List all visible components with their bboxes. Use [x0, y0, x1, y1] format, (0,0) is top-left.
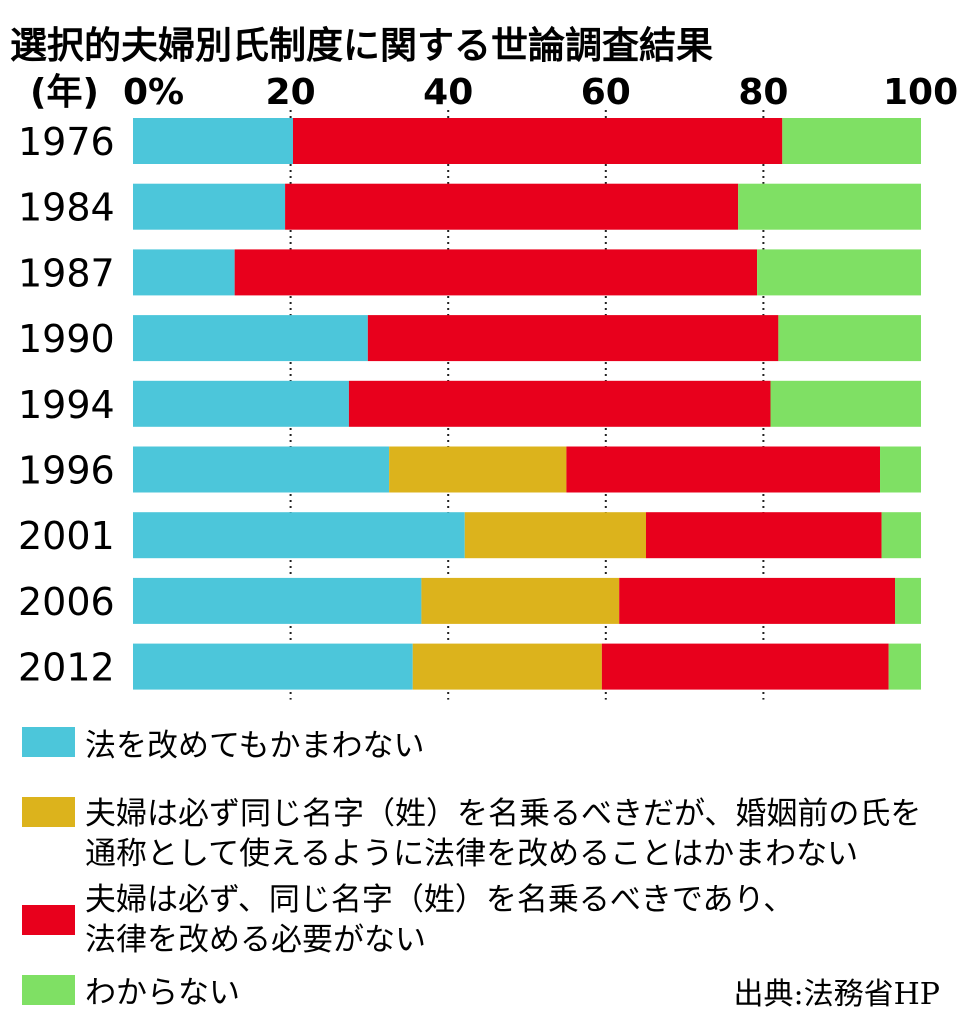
y-axis-label: (年): [30, 72, 99, 113]
legend-label-2: 夫婦は必ず、同じ名字（姓）を名乗るべきであり、: [85, 882, 794, 918]
legend-label-1: 夫婦は必ず同じ名字（姓）を名乗るべきだが、婚姻前の氏を: [85, 796, 921, 832]
bar-1984-series-3: [738, 183, 921, 230]
year-label: 2001: [18, 514, 115, 558]
bar-1996-series-3: [880, 446, 921, 493]
x-tick-label: 40: [423, 72, 473, 113]
legend-swatch-0: [22, 727, 75, 757]
bar-2001-series-3: [881, 512, 921, 559]
bar-2012-series-0: [133, 643, 413, 690]
bar-1996-series-2: [566, 446, 881, 493]
legend-label-0: 法を改めてもかまわない: [85, 728, 424, 764]
bar-1987-series-0: [133, 249, 235, 296]
year-label: 1990: [18, 317, 115, 361]
year-label: 1994: [18, 383, 115, 427]
bar-2006-series-1: [421, 577, 620, 624]
bar-2012-series-2: [601, 643, 889, 690]
legend-swatch-3: [22, 975, 75, 1005]
bar-2006-series-0: [133, 577, 422, 624]
legend-swatch-2: [22, 905, 75, 935]
bar-1996-series-1: [389, 446, 567, 493]
year-label: 1987: [18, 251, 115, 295]
x-tick-label: 60: [581, 72, 631, 113]
x-tick-label: 0%: [123, 72, 184, 113]
bar-2012-series-3: [888, 643, 921, 690]
bar-1984-series-0: [133, 183, 286, 230]
bar-1990-series-0: [133, 315, 368, 362]
legend-swatch-1: [22, 797, 75, 827]
bar-1987-series-3: [757, 249, 921, 296]
bar-2006-series-3: [894, 577, 921, 624]
bar-1990-series-2: [367, 315, 779, 362]
year-labels: 1976 1984 1987 1990 1994 1996 2001 2006 2012: [18, 120, 115, 690]
bar-2001-series-1: [464, 512, 646, 559]
year-label: 2006: [18, 580, 115, 624]
legend-label-1: 通称として使えるように法律を改めることはかまわない: [85, 836, 858, 872]
chart-title: 選択的夫婦別氏制度に関する世論調査結果: [10, 24, 713, 67]
bar-1994-series-3: [770, 380, 921, 427]
year-label: 1996: [18, 449, 115, 493]
year-label: 1976: [18, 120, 115, 164]
bars: [133, 118, 921, 690]
bar-2012-series-1: [412, 643, 602, 690]
x-tick-label: 80: [738, 72, 788, 113]
bar-2006-series-2: [619, 577, 895, 624]
x-tick-labels: 0% 20 40 60 80 100: [123, 72, 958, 113]
bar-1984-series-2: [285, 183, 739, 230]
legend-label-2: 法律を改める必要がない: [85, 922, 426, 958]
legend-label-3: わからない: [85, 975, 240, 1011]
source-note: 出典:法務省HP: [734, 977, 940, 1012]
bar-1996-series-0: [133, 446, 390, 493]
bar-2001-series-2: [645, 512, 882, 559]
bar-1994-series-0: [133, 380, 349, 427]
bar-1976-series-3: [782, 118, 921, 164]
bar-1990-series-3: [778, 315, 921, 362]
x-tick-label: 100: [883, 72, 958, 113]
year-label: 2012: [18, 646, 115, 690]
bar-1987-series-2: [234, 249, 758, 296]
x-tick-label: 20: [266, 72, 316, 113]
bar-1976-series-2: [292, 118, 783, 164]
bar-1994-series-2: [348, 380, 771, 427]
bar-1976-series-0: [133, 118, 293, 164]
year-label: 1984: [18, 186, 115, 230]
bar-2001-series-0: [133, 512, 465, 559]
legend: 法を改めてもかまわない夫婦は必ず同じ名字（姓）を名乗るべきだが、婚姻前の氏を通称…: [22, 727, 921, 1011]
